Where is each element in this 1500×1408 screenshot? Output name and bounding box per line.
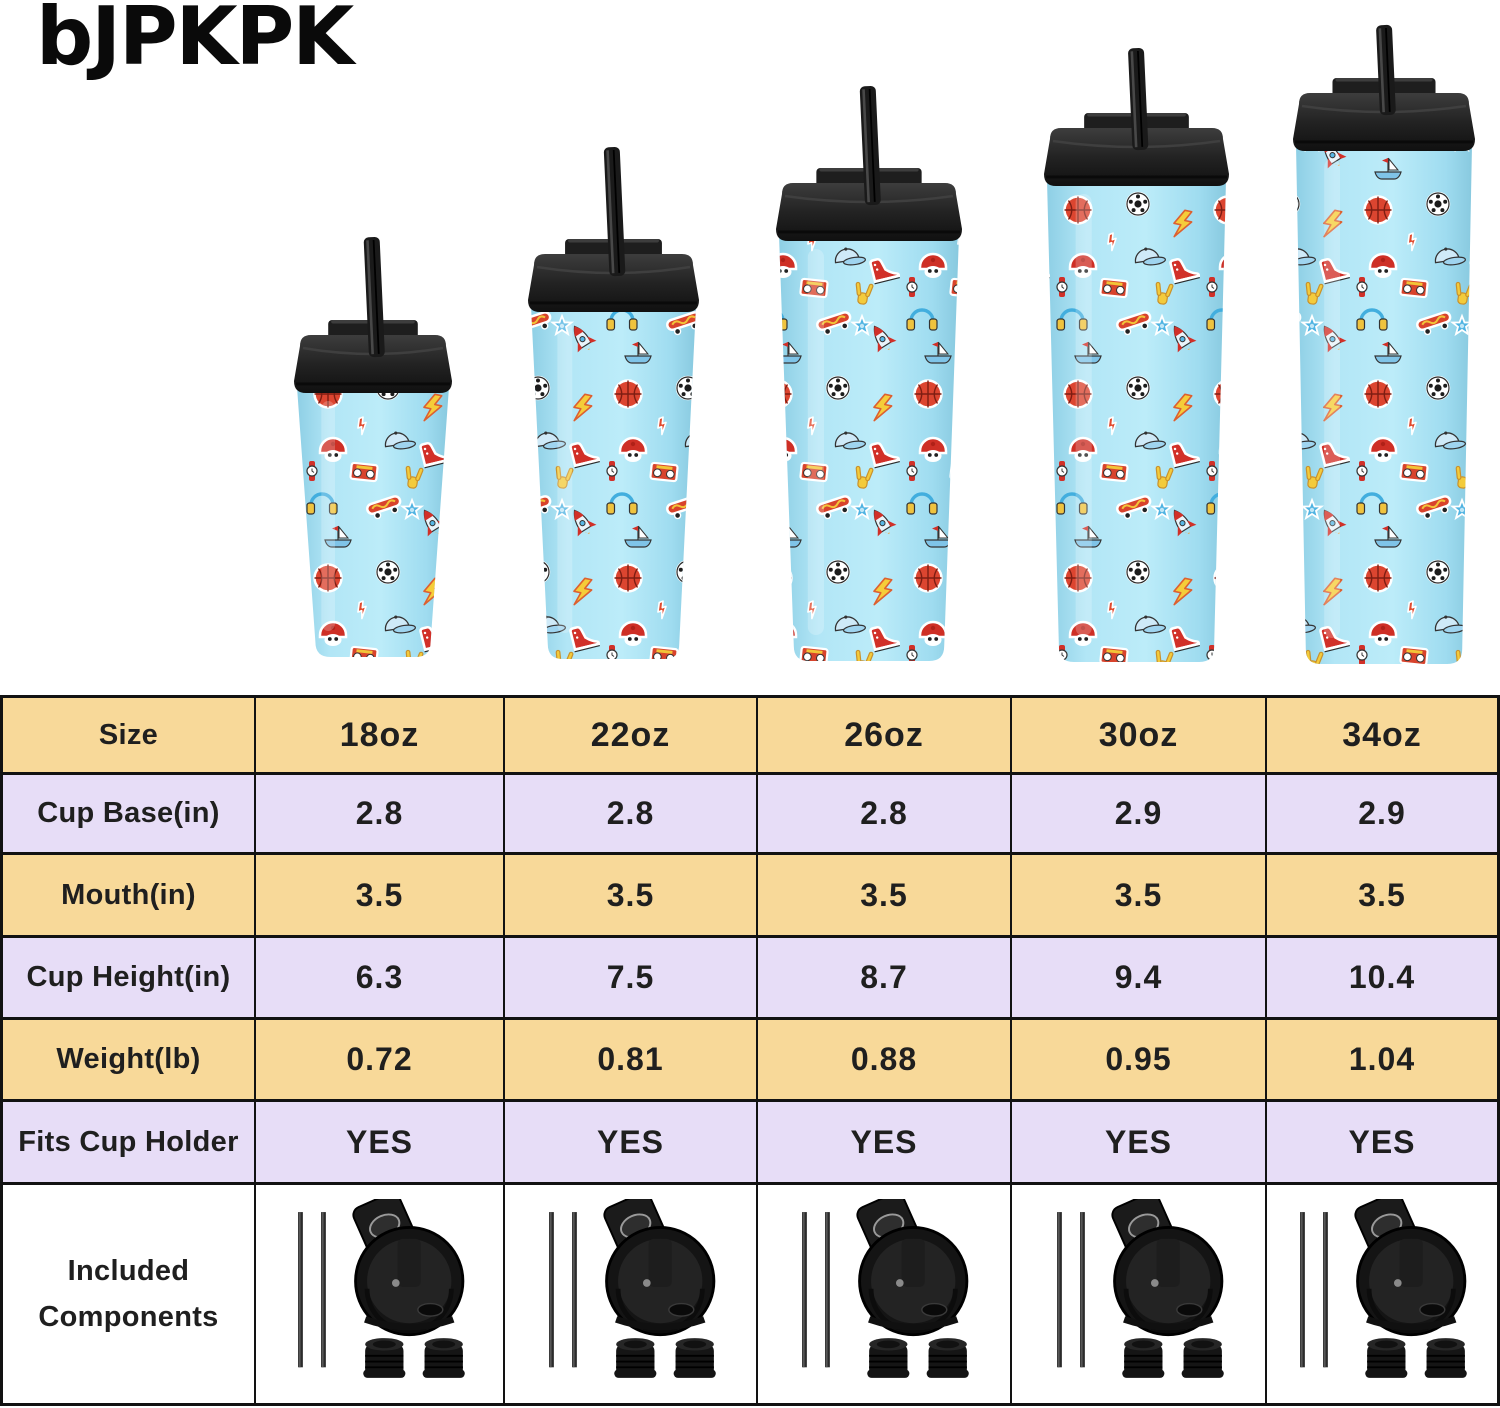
spec-value-cell: 0.88 [758, 1020, 1012, 1102]
doodle-pattern [297, 387, 449, 657]
straw-icon [1376, 24, 1396, 116]
spec-value-cell: YES [505, 1102, 758, 1185]
tumbler-lid [528, 254, 699, 312]
straw-icon [1128, 47, 1149, 151]
spec-row-label: Fits Cup Holder [3, 1102, 256, 1185]
tumbler-18oz [294, 236, 452, 657]
straws-icon [297, 1212, 326, 1368]
doodle-pattern [1296, 145, 1472, 664]
tumbler-30oz [1044, 47, 1229, 662]
straws-icon [1056, 1212, 1085, 1368]
tumbler-lid [294, 335, 452, 393]
spec-value-cell: 2.9 [1267, 775, 1497, 855]
straws-icon [802, 1212, 830, 1368]
spec-table: Size 18oz 22oz 26oz 30oz 34oz Cup Base(in) 2.8 2… [0, 695, 1500, 1406]
included-components-cell [758, 1185, 1012, 1403]
spec-value-cell: 0.72 [256, 1020, 505, 1102]
spec-value-cell: 3.5 [1267, 855, 1497, 938]
tumbler-lineup [0, 0, 1500, 693]
size-column-header: 30oz [1012, 698, 1267, 775]
straw-icon [363, 236, 385, 358]
spec-value-cell: 2.8 [256, 775, 505, 855]
tumbler-lineup-graphic [294, 24, 1475, 664]
included-components-photo [548, 1199, 716, 1378]
included-components-cell [505, 1185, 758, 1403]
stopper-icon [926, 1338, 969, 1378]
flip-lid-icon [1110, 1199, 1223, 1337]
spec-value-cell: 3.5 [1012, 855, 1267, 938]
spec-row-label: Cup Base(in) [3, 775, 256, 855]
spec-value-cell: YES [256, 1102, 505, 1185]
straw-icon [603, 146, 626, 277]
stopper-icon [673, 1338, 716, 1378]
included-components-cell [256, 1185, 505, 1403]
stopper-icon [867, 1338, 910, 1378]
flip-lid-icon [602, 1199, 715, 1337]
flip-lid-icon [1354, 1199, 1467, 1337]
flip-lid-icon [351, 1199, 464, 1337]
included-components-cell [1267, 1185, 1497, 1403]
tumbler-26oz [776, 85, 962, 661]
spec-value-cell: 10.4 [1267, 938, 1497, 1020]
included-label-line2: Components [38, 1301, 219, 1333]
included-label-line1: Included [67, 1254, 190, 1287]
spec-value-cell: 7.5 [505, 938, 758, 1020]
included-components-label: Included Components [3, 1185, 256, 1403]
stopper-icon [613, 1338, 656, 1378]
spec-value-cell: 3.5 [256, 855, 505, 938]
spec-value-cell: 2.8 [758, 775, 1012, 855]
spec-value-cell: 9.4 [1012, 938, 1267, 1020]
spec-value-cell: 2.9 [1012, 775, 1267, 855]
spec-value-cell: YES [1267, 1102, 1497, 1185]
spec-row-label: Size [3, 698, 256, 775]
spec-row-label: Mouth(in) [3, 855, 256, 938]
tumbler-lid [1293, 93, 1475, 151]
size-column-header: 22oz [505, 698, 758, 775]
straws-icon [1300, 1212, 1328, 1368]
flip-lid-icon [856, 1199, 969, 1337]
included-components-photo [802, 1199, 969, 1378]
size-column-header: 18oz [256, 698, 505, 775]
included-components-cell [1012, 1185, 1267, 1403]
size-column-header: 26oz [758, 698, 1012, 775]
stopper-icon [1181, 1338, 1224, 1378]
spec-value-cell: 8.7 [758, 938, 1012, 1020]
included-components-photo [1056, 1199, 1224, 1378]
brand-logo: bJPKPK [36, 0, 354, 83]
spec-value-cell: YES [758, 1102, 1012, 1185]
doodle-pattern [779, 235, 959, 661]
spec-value-cell: 0.81 [505, 1020, 758, 1102]
stopper-icon [1365, 1338, 1408, 1378]
size-column-header: 34oz [1267, 698, 1497, 775]
stopper-icon [422, 1338, 465, 1378]
tumbler-34oz [1293, 24, 1475, 664]
tumbler-22oz [528, 146, 699, 659]
tumbler-lid [1044, 128, 1229, 186]
spec-value-cell: 2.8 [505, 775, 758, 855]
stopper-icon [1424, 1338, 1467, 1378]
tumbler-lid [776, 183, 962, 241]
doodle-pattern [1047, 180, 1226, 662]
spec-value-cell: 3.5 [758, 855, 1012, 938]
spec-value-cell: 1.04 [1267, 1020, 1497, 1102]
spec-value-cell: 0.95 [1012, 1020, 1267, 1102]
spec-row-label: Weight(lb) [3, 1020, 256, 1102]
included-components-photo [1300, 1199, 1467, 1378]
stopper-icon [1121, 1338, 1164, 1378]
spec-row-label: Cup Height(in) [3, 938, 256, 1020]
stopper-icon [362, 1338, 405, 1378]
included-components-photo [297, 1199, 465, 1378]
straws-icon [548, 1212, 577, 1368]
spec-value-cell: 3.5 [505, 855, 758, 938]
straw-icon [859, 85, 881, 206]
doodle-pattern [531, 306, 696, 659]
spec-value-cell: YES [1012, 1102, 1267, 1185]
spec-value-cell: 6.3 [256, 938, 505, 1020]
